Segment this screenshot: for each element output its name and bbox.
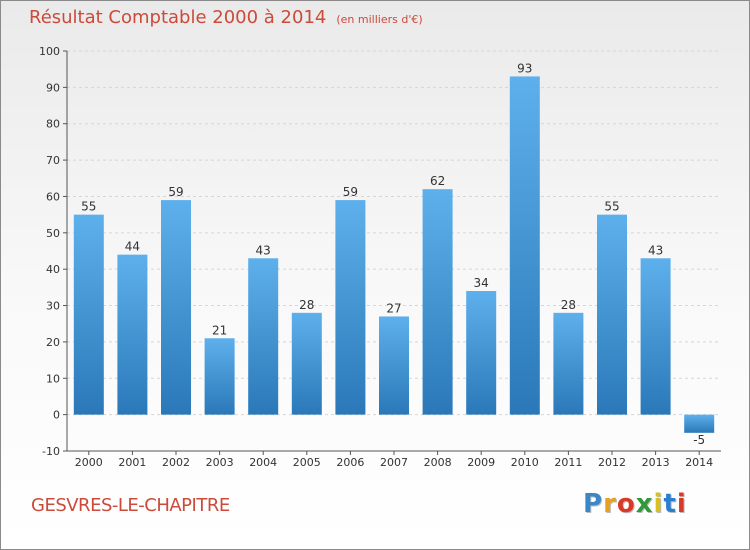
x-tick-label: 2013	[642, 456, 670, 469]
y-tick-label: 20	[46, 336, 60, 349]
bar-2002	[161, 200, 191, 415]
logo-letter: x	[635, 489, 654, 519]
x-tick-label: 2004	[249, 456, 277, 469]
bar-2006	[335, 200, 366, 415]
bar-2005	[291, 312, 322, 415]
data-labels: 55 44 59 21 43 28 59 27 62 34 93 28 55 43 -5	[81, 61, 705, 446]
y-tick-label: 10	[46, 372, 60, 385]
bar-2001	[117, 254, 148, 415]
y-tick-label: 70	[46, 154, 60, 167]
chart-title: Résultat Comptable 2000 à 2014 (en millie…	[29, 7, 423, 28]
y-tick-label: 40	[46, 263, 60, 276]
y-tick-label: 100	[39, 45, 60, 58]
x-tick-label: 2002	[162, 456, 190, 469]
x-tick-label: 2003	[206, 456, 234, 469]
y-tick-label: 30	[46, 300, 60, 313]
bar-2007	[379, 316, 409, 415]
commune-name: GESVRES-LE-CHAPITRE	[31, 495, 230, 516]
bar-2010	[509, 76, 540, 415]
y-tick-label: 50	[46, 227, 60, 240]
data-label-2000: 55	[81, 200, 96, 214]
bar-2003	[204, 338, 235, 415]
unit-label: (en milliers d'€)	[336, 13, 423, 26]
x-tick-label: 2000	[75, 456, 103, 469]
bar-2004	[248, 258, 279, 415]
data-label-2014: -5	[693, 433, 705, 447]
data-label-2010: 93	[517, 61, 532, 75]
logo-letter: i	[676, 489, 687, 519]
x-tick-label: 2008	[424, 456, 452, 469]
data-label-2001: 44	[125, 240, 140, 254]
data-label-2009: 34	[474, 276, 489, 290]
x-tick-label: 2011	[554, 456, 582, 469]
title-text: Résultat Comptable 2000 à 2014	[29, 7, 327, 28]
proxiti-logo: Proxiti	[583, 489, 687, 519]
y-tick-label: 90	[46, 81, 60, 94]
data-label-2007: 27	[386, 301, 401, 315]
data-label-2011: 28	[561, 298, 576, 312]
x-tick-label: 2009	[467, 456, 495, 469]
x-tick-label: 2010	[511, 456, 539, 469]
x-tick-label: 2014	[685, 456, 713, 469]
data-label-2012: 55	[604, 200, 619, 214]
x-tick-label: 2005	[293, 456, 321, 469]
data-label-2006: 59	[343, 185, 358, 199]
bars	[73, 76, 715, 433]
bar-2008	[422, 189, 453, 415]
data-label-2005: 28	[299, 298, 314, 312]
y-tick-label: 60	[46, 190, 60, 203]
bar-2011	[553, 312, 584, 415]
bar-2000	[73, 214, 104, 415]
data-label-2013: 43	[648, 243, 663, 257]
bar-2014	[684, 414, 715, 433]
logo-letter: i	[653, 489, 664, 519]
y-tick-label: -10	[42, 445, 60, 458]
data-label-2002: 59	[168, 185, 183, 199]
bar-2013	[640, 258, 671, 415]
x-tick-label: 2006	[336, 456, 364, 469]
data-label-2004: 43	[256, 243, 271, 257]
logo-letter: o	[616, 489, 636, 519]
x-tick-label: 2001	[118, 456, 146, 469]
bar-2012	[597, 214, 627, 415]
axes: -10 0 10 20 30 40 50 60 70 80 90 100 2000 2001 2002 200…	[39, 45, 721, 469]
x-tick-label: 2012	[598, 456, 626, 469]
logo-letter: t	[663, 489, 677, 519]
data-label-2003: 21	[212, 323, 227, 337]
bar-2009	[466, 291, 497, 415]
x-tick-label: 2007	[380, 456, 408, 469]
logo-letter: r	[603, 489, 617, 519]
y-tick-label: 0	[53, 409, 60, 422]
y-tick-label: 80	[46, 118, 60, 131]
logo-letter: P	[583, 489, 604, 519]
data-label-2008: 62	[430, 174, 445, 188]
